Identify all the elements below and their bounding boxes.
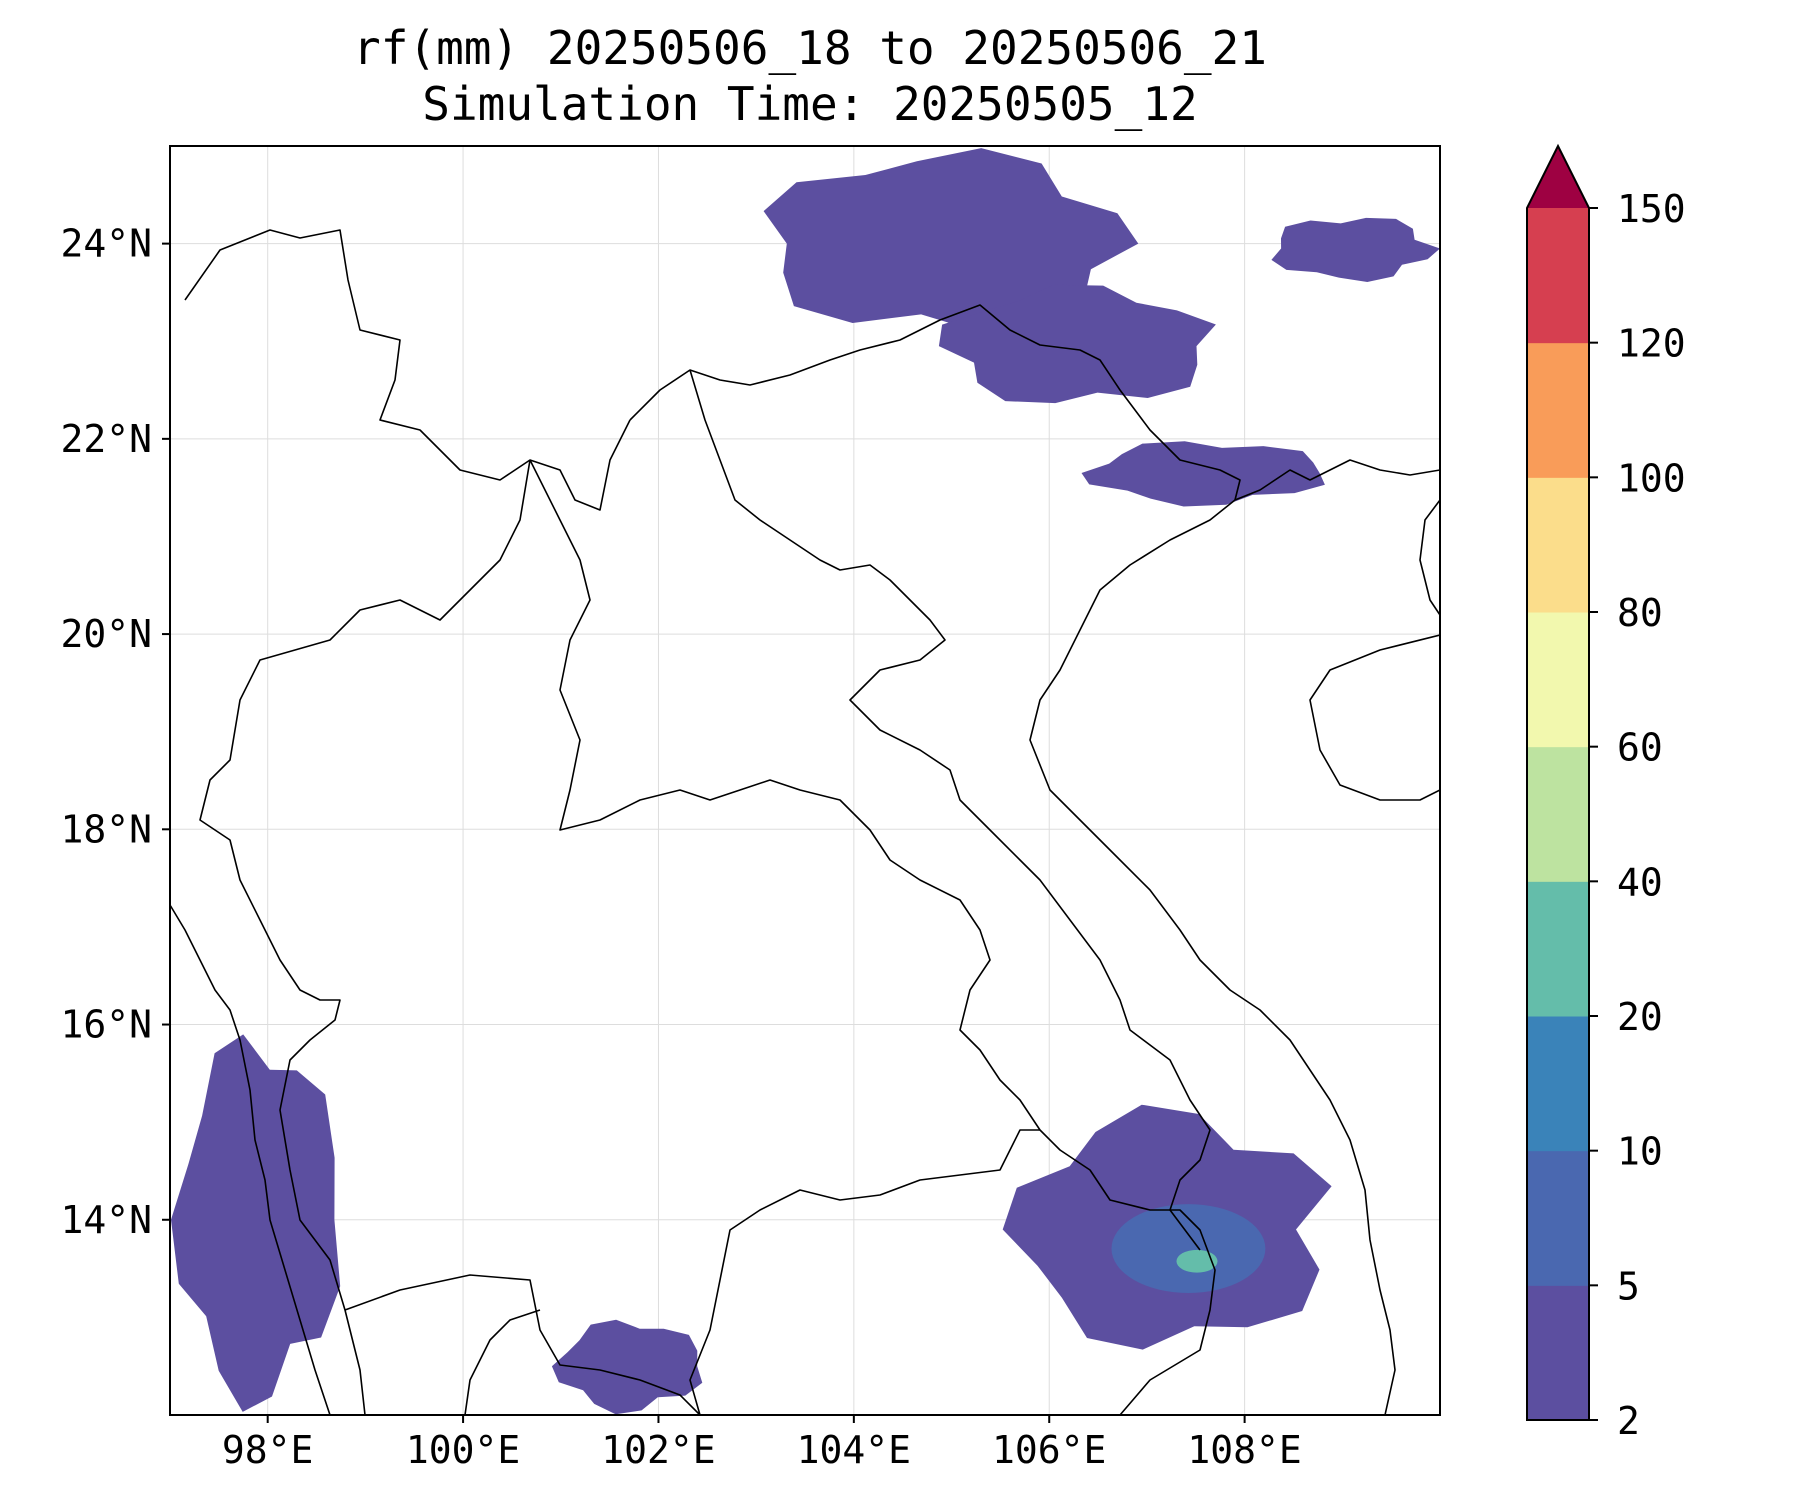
border-laos-thailand — [529, 459, 1041, 1131]
border-china-myanmar — [184, 229, 631, 511]
colorbar: 2 5 10 20 40 60 80 100 120 150 — [1526, 143, 1686, 1443]
y-tick-label: 14°N — [60, 1198, 152, 1242]
x-tick-label: 98°E — [222, 1428, 314, 1472]
colorbar-tick-label: 100 — [1617, 456, 1686, 500]
border-thailand-cambodia — [689, 1129, 1040, 1415]
y-tick-label: 18°N — [60, 807, 152, 851]
colorbar-tick-label: 60 — [1617, 726, 1663, 770]
border-myanmar-laos-thailand — [199, 459, 531, 1415]
x-tick-label: 108°E — [1187, 1428, 1301, 1472]
coast-andaman — [170, 904, 331, 1415]
map-subtitle: Simulation Time: 20250505_12 — [422, 77, 1198, 131]
colorbar-segment — [1527, 612, 1589, 748]
colorbar-tick-label: 10 — [1617, 1130, 1663, 1174]
rain-core-central-highlands — [1111, 1204, 1266, 1293]
map-title: rf(mm) 20250506_18 to 20250506_21 — [353, 21, 1267, 75]
y-tick-label: 16°N — [60, 1003, 152, 1047]
border-china-laos-vietnam — [629, 304, 1241, 501]
colorbar-tick-label: 5 — [1617, 1264, 1640, 1308]
colorbar-segment — [1527, 1150, 1589, 1286]
map-frame — [169, 145, 1441, 1416]
colorbar-segment — [1527, 746, 1589, 882]
colorbar-tick-label: 40 — [1617, 860, 1663, 904]
rain-area-south-china-north — [763, 148, 1139, 332]
colorbar-tick-label: 20 — [1617, 995, 1663, 1039]
coast-vietnam — [1029, 499, 1396, 1415]
colorbar-segment — [1527, 208, 1589, 344]
rain-area-guangxi-east — [1271, 217, 1440, 282]
colorbar-tick-label: 150 — [1617, 187, 1686, 231]
colorbar-segment — [1527, 342, 1589, 478]
colorbar-tick-label: 120 — [1617, 322, 1686, 366]
colorbar-segment — [1527, 477, 1589, 613]
x-tick-label: 104°E — [797, 1428, 911, 1472]
colorbar-segment — [1527, 1285, 1589, 1421]
border-laos-vietnam — [689, 369, 1211, 1251]
x-tick-label: 100°E — [406, 1428, 520, 1472]
colorbar-tick-label: 2 — [1617, 1399, 1640, 1443]
y-axis-ticks: 24°N 22°N 20°N 18°N 16°N 14°N — [60, 222, 170, 1242]
rain-peak-central-highlands — [1176, 1249, 1218, 1273]
colorbar-segment — [1527, 881, 1589, 1017]
coast-hainan — [1309, 634, 1440, 801]
colorbar-segment — [1527, 1016, 1589, 1152]
coastline — [170, 459, 1440, 1415]
coast-leizhou — [1419, 499, 1440, 616]
x-tick-label: 106°E — [992, 1428, 1106, 1472]
rain-area-myanmar-coast — [171, 1034, 341, 1412]
coast-gulf-of-thailand — [464, 1309, 541, 1415]
colorbar-outline — [1526, 143, 1590, 1421]
colorbar-tick-label: 80 — [1617, 591, 1663, 635]
y-tick-label: 24°N — [60, 222, 152, 266]
y-tick-label: 22°N — [60, 417, 152, 461]
rainfall-layer — [170, 148, 1440, 1415]
country-borders — [184, 229, 1241, 1415]
colorbar-extend-arrow — [1527, 146, 1589, 208]
x-tick-label: 102°E — [601, 1428, 715, 1472]
rain-area-cambodia-west — [551, 1319, 703, 1415]
rain-area-north-vietnam-coast — [1081, 441, 1325, 507]
rain-area-yunnan-guangxi-border — [938, 284, 1216, 404]
border-cambodia-vietnam — [1039, 1129, 1216, 1415]
border-thailand-cambodia-south — [344, 1274, 701, 1415]
x-axis-ticks: 98°E 100°E 102°E 104°E 106°E 108°E — [222, 1415, 1302, 1472]
coast-gulf-of-tonkin — [1234, 459, 1440, 501]
y-tick-label: 20°N — [60, 612, 152, 656]
